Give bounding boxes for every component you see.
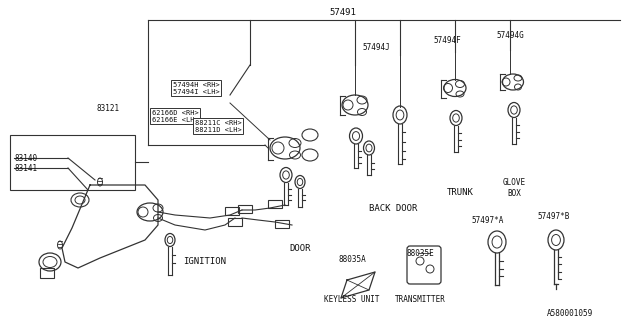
Text: 88211C <RH>
88211D <LH>: 88211C <RH> 88211D <LH> xyxy=(195,119,241,132)
Text: 88035E: 88035E xyxy=(406,249,434,258)
Text: 88035A: 88035A xyxy=(338,255,366,265)
Bar xyxy=(275,220,289,228)
Bar xyxy=(268,200,282,208)
Text: 57494G: 57494G xyxy=(496,30,524,39)
Text: TRUNK: TRUNK xyxy=(447,188,474,196)
Text: 83140: 83140 xyxy=(14,154,37,163)
Text: IGNITION: IGNITION xyxy=(184,258,227,267)
Text: 83141: 83141 xyxy=(14,164,37,172)
Text: TRANSMITTER: TRANSMITTER xyxy=(395,295,445,305)
Bar xyxy=(10,135,135,190)
Text: 57494F: 57494F xyxy=(433,36,461,44)
Text: KEYLESS UNIT: KEYLESS UNIT xyxy=(324,295,380,305)
Bar xyxy=(238,205,252,213)
Text: GLOVE
BOX: GLOVE BOX xyxy=(502,178,525,198)
Text: DOOR: DOOR xyxy=(289,244,311,252)
Bar xyxy=(228,218,242,226)
Text: 57494J: 57494J xyxy=(362,43,390,52)
Text: 57491: 57491 xyxy=(330,7,356,17)
Bar xyxy=(225,207,239,215)
Bar xyxy=(40,268,54,278)
Text: A580001059: A580001059 xyxy=(547,309,593,318)
Text: 83121: 83121 xyxy=(97,103,120,113)
Text: BACK DOOR: BACK DOOR xyxy=(369,204,417,212)
Text: 62166D <RH>
62166E <LH>: 62166D <RH> 62166E <LH> xyxy=(152,109,198,123)
Text: 57494H <RH>
57494I <LH>: 57494H <RH> 57494I <LH> xyxy=(173,82,220,94)
Text: 57497*B: 57497*B xyxy=(538,212,570,220)
Text: 57497*A: 57497*A xyxy=(472,215,504,225)
